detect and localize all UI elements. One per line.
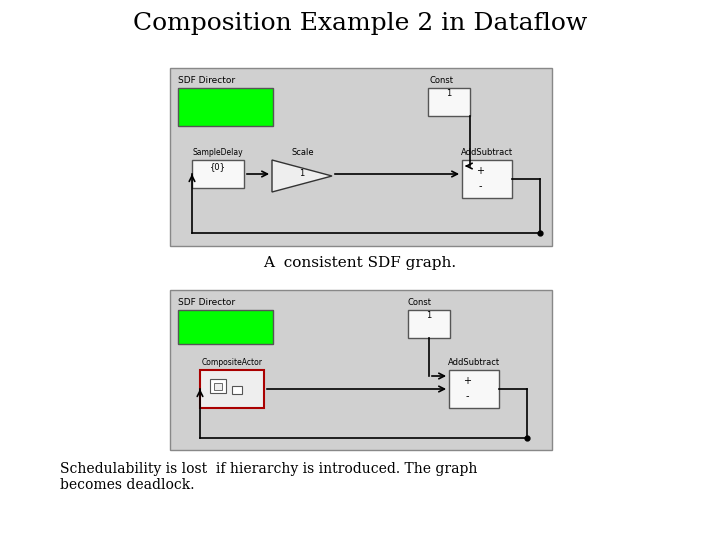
Bar [428, 88, 470, 116]
Bar [170, 290, 552, 450]
Polygon shape [272, 160, 332, 192]
Bar [210, 379, 226, 393]
Text: Composition Example 2 in Dataflow: Composition Example 2 in Dataflow [132, 12, 588, 35]
Bar [462, 160, 512, 198]
Bar [214, 383, 222, 390]
Text: AddSubtract: AddSubtract [448, 358, 500, 367]
Text: CompositeActor: CompositeActor [202, 358, 263, 367]
Text: Scale: Scale [292, 148, 315, 157]
Text: SampleDelay: SampleDelay [193, 148, 243, 157]
Text: 1: 1 [300, 168, 305, 178]
Text: +: + [463, 376, 471, 386]
Bar [200, 370, 264, 408]
Text: Schedulability is lost  if hierarchy is introduced. The graph
becomes deadlock.: Schedulability is lost if hierarchy is i… [60, 462, 477, 492]
Bar [449, 370, 499, 408]
Bar [178, 88, 273, 126]
Text: -: - [465, 391, 469, 401]
Bar [178, 310, 273, 344]
Text: -: - [478, 181, 482, 191]
Bar [232, 386, 242, 394]
Text: +: + [476, 166, 484, 176]
Text: 1: 1 [446, 90, 451, 98]
Bar [408, 310, 450, 338]
Bar [170, 68, 552, 246]
Text: Const: Const [408, 298, 432, 307]
Text: SDF Director: SDF Director [178, 298, 235, 307]
Text: AddSubtract: AddSubtract [461, 148, 513, 157]
Text: A  consistent SDF graph.: A consistent SDF graph. [264, 256, 456, 270]
Bar [192, 160, 244, 188]
Text: {0}: {0} [210, 163, 226, 172]
Text: 1: 1 [426, 312, 431, 321]
Text: Const: Const [430, 76, 454, 85]
Text: SDF Director: SDF Director [178, 76, 235, 85]
